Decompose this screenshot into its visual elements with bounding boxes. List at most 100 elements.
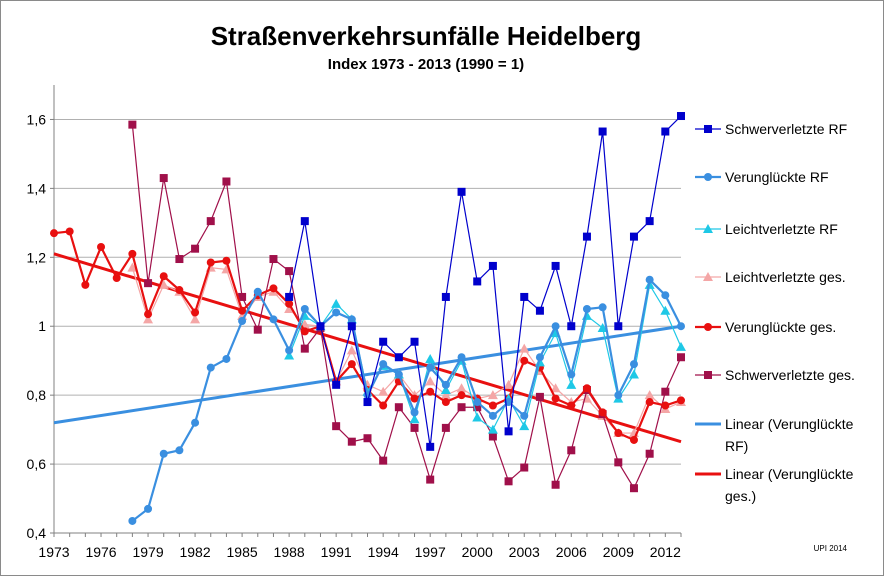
data-point (644, 390, 655, 400)
data-point (504, 477, 513, 486)
data-point (143, 314, 154, 324)
x-tick-label: 1991 (321, 544, 352, 560)
data-point (347, 315, 356, 324)
legend-label: Linear (Verunglückte (725, 466, 854, 482)
series-line (131, 124, 682, 490)
x-tick-label: 1997 (415, 544, 446, 560)
data-point (551, 480, 560, 489)
data-point (316, 322, 325, 331)
credit-label: UPI 2014 (814, 544, 848, 553)
data-point (441, 423, 450, 432)
x-tick-label: 2006 (556, 544, 587, 560)
data-point (378, 386, 389, 396)
data-point (645, 398, 654, 407)
data-point (441, 398, 450, 407)
y-tick-label: 1,4 (27, 180, 47, 196)
legend-item: Linear (Verunglückte ges.) (695, 466, 854, 504)
series-0 (285, 112, 685, 451)
data-point (441, 292, 450, 301)
series-7 (53, 252, 682, 444)
data-point (284, 304, 295, 313)
series-line (288, 115, 682, 447)
data-point (222, 354, 231, 363)
data-point (238, 317, 247, 326)
legend-swatch-marker (704, 323, 712, 331)
data-point (175, 255, 184, 264)
data-point (285, 292, 294, 301)
data-point (191, 418, 200, 427)
data-point (614, 429, 623, 438)
data-point (285, 299, 294, 308)
data-point (473, 403, 482, 412)
data-point (456, 383, 467, 393)
x-tick-label: 2003 (509, 544, 540, 560)
data-point (206, 258, 215, 267)
data-point (598, 408, 607, 417)
data-point (331, 298, 342, 308)
data-point (520, 356, 529, 365)
x-tick-label: 2000 (462, 544, 493, 560)
x-tick-label: 1976 (85, 544, 116, 560)
data-point (677, 353, 685, 362)
data-point (159, 174, 168, 183)
data-point (112, 273, 121, 282)
series-1 (128, 275, 685, 525)
data-point (426, 475, 435, 484)
data-point (97, 242, 106, 251)
data-point (520, 463, 529, 472)
data-point (488, 411, 497, 420)
legend-item: Leichtverletzte ges. (695, 269, 846, 285)
y-tick-label: 1,6 (27, 111, 47, 127)
data-point (128, 249, 137, 258)
data-point (567, 322, 576, 331)
data-point (473, 277, 482, 286)
x-tick-label: 1985 (227, 544, 258, 560)
data-point (629, 484, 638, 493)
data-point (677, 396, 685, 405)
data-point (222, 256, 231, 265)
data-point (50, 229, 58, 238)
legend-swatch-marker (704, 371, 712, 379)
data-point (645, 449, 654, 458)
data-point (661, 291, 670, 300)
trendline (53, 252, 682, 444)
legend-item: Verunglückte RF (695, 169, 829, 185)
data-point (379, 456, 388, 465)
data-point (614, 458, 623, 467)
data-point (269, 255, 278, 264)
data-point (190, 314, 201, 324)
legend-label: Leichtverletzte RF (725, 221, 838, 237)
y-tick-label: 1 (38, 318, 46, 334)
data-point (661, 127, 670, 136)
data-point (363, 398, 372, 407)
data-point (661, 401, 670, 410)
chart-subtitle: Index 1973 - 2013 (1990 = 1) (328, 56, 524, 73)
data-point (551, 322, 560, 331)
data-point (457, 187, 466, 196)
data-point (661, 387, 670, 396)
data-point (488, 401, 497, 410)
data-point (144, 504, 153, 513)
data-point (597, 322, 608, 332)
data-point (144, 279, 153, 288)
x-tick-label: 1979 (132, 544, 163, 560)
data-point (284, 350, 295, 360)
data-point (128, 120, 137, 129)
legend-item: Verunglückte ges. (695, 319, 836, 335)
data-point (410, 423, 419, 432)
data-point (347, 360, 356, 369)
data-point (519, 343, 530, 353)
data-point (628, 369, 639, 379)
legend-swatch-marker (703, 224, 713, 233)
data-point (472, 412, 483, 422)
data-point (191, 308, 200, 317)
data-point (332, 422, 341, 431)
data-point (379, 360, 388, 369)
y-tick-label: 1,2 (27, 249, 47, 265)
data-point (158, 279, 169, 289)
data-point (645, 275, 654, 284)
data-point (457, 353, 466, 362)
y-tick-label: 0,4 (27, 525, 47, 541)
data-point (206, 363, 215, 372)
